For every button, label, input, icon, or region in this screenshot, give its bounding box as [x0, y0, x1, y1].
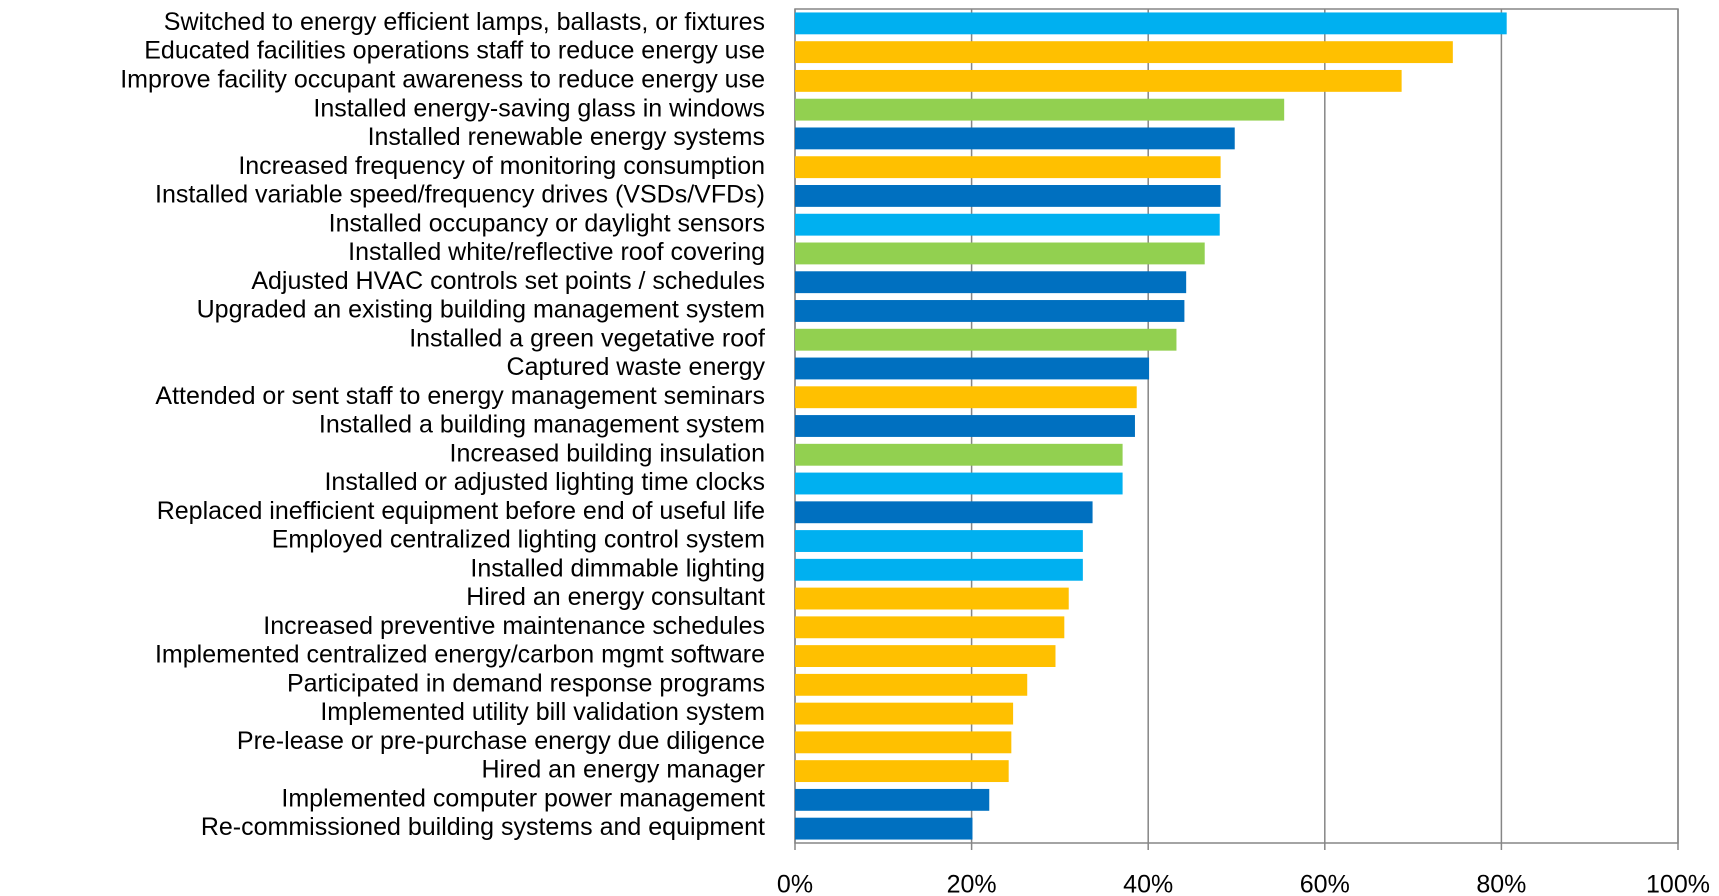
bar — [795, 41, 1453, 64]
bar — [795, 271, 1187, 294]
x-tick-label: 80% — [1476, 871, 1526, 896]
bar — [795, 98, 1285, 121]
bar — [795, 328, 1177, 351]
bar — [795, 12, 1507, 35]
bar — [795, 443, 1123, 466]
bar — [795, 645, 1056, 667]
y-tick-label: Participated in demand response programs — [287, 669, 765, 697]
y-tick-label: Re-commissioned building systems and equ… — [201, 813, 765, 841]
bar — [795, 616, 1065, 639]
y-tick-label: Upgraded an existing building management… — [197, 296, 765, 324]
bar — [795, 213, 1220, 236]
y-tick-label: Pre-lease or pre-purchase energy due dil… — [237, 727, 765, 755]
y-tick-label: Implemented computer power management — [281, 784, 765, 812]
x-tick-label: 100% — [1646, 871, 1710, 896]
bar — [795, 558, 1083, 581]
y-tick-label: Attended or sent staff to energy managem… — [155, 382, 765, 410]
bar — [795, 242, 1205, 265]
y-tick-label: Increased building insulation — [450, 439, 766, 467]
bar — [795, 530, 1083, 552]
y-tick-label: Implemented centralized energy/carbon mg… — [155, 641, 765, 669]
y-tick-label: Installed occupancy or daylight sensors — [329, 209, 765, 237]
y-tick-label: Hired an energy manager — [482, 756, 766, 784]
y-tick-label: Employed centralized lighting control sy… — [272, 526, 765, 554]
bar — [795, 185, 1221, 207]
y-tick-label: Installed dimmable lighting — [470, 554, 765, 582]
bar — [795, 731, 1012, 754]
y-tick-label: Installed energy-saving glass in windows — [313, 94, 765, 122]
y-tick-label: Installed a building management system — [319, 411, 765, 439]
y-tick-label: Installed a green vegetative roof — [409, 324, 765, 352]
y-tick-label: Implemented utility bill validation syst… — [320, 698, 765, 726]
bar — [795, 386, 1137, 409]
bar — [795, 788, 990, 811]
x-tick-label: 60% — [1300, 871, 1350, 896]
bar — [795, 817, 973, 840]
y-tick-label: Installed or adjusted lighting time cloc… — [324, 468, 765, 496]
bar — [795, 127, 1235, 150]
x-tick-label: 40% — [1123, 871, 1173, 896]
bar — [795, 300, 1185, 322]
y-tick-label: Captured waste energy — [507, 353, 766, 381]
y-tick-label: Improve facility occupant awareness to r… — [120, 66, 765, 94]
y-tick-label: Adjusted HVAC controls set points / sche… — [251, 267, 765, 295]
bar — [795, 702, 1014, 725]
y-tick-label: Educated facilities operations staff to … — [144, 37, 765, 65]
x-tick-label: 20% — [947, 871, 997, 896]
y-tick-label: Switched to energy efficient lamps, ball… — [164, 8, 765, 36]
y-tick-label: Increased preventive maintenance schedul… — [263, 612, 765, 640]
bar — [795, 156, 1221, 179]
bar — [795, 357, 1150, 380]
y-tick-label: Increased frequency of monitoring consum… — [238, 152, 765, 180]
x-tick-label: 0% — [777, 871, 813, 896]
y-tick-label: Installed variable speed/frequency drive… — [155, 181, 765, 209]
bar — [795, 760, 1009, 783]
bar — [795, 673, 1028, 696]
y-tick-label: Hired an energy consultant — [466, 583, 765, 611]
bar — [795, 69, 1402, 92]
y-tick-label: Replaced inefficient equipment before en… — [157, 497, 765, 525]
bar — [795, 587, 1069, 610]
bar — [795, 415, 1135, 437]
bar — [795, 501, 1093, 524]
y-tick-label: Installed white/reflective roof covering — [348, 238, 765, 266]
y-tick-label: Installed renewable energy systems — [368, 123, 765, 151]
bar — [795, 472, 1123, 495]
